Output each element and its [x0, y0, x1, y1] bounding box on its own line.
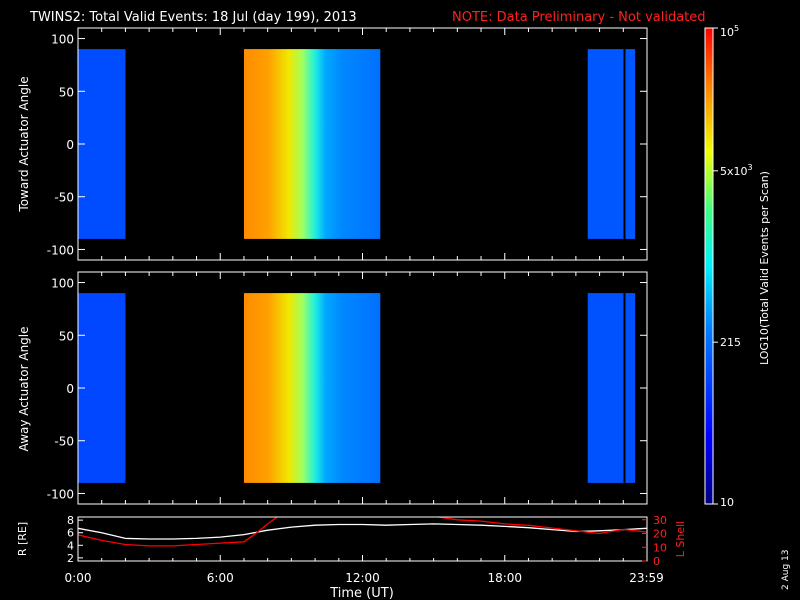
lshell-line — [438, 516, 648, 535]
colorbar-tick-label: 215 — [720, 336, 741, 349]
y-tick-label: 0 — [66, 138, 74, 152]
y-tick-label: -50 — [54, 435, 74, 449]
y-tick-label: -100 — [47, 487, 74, 501]
right-tick-label: 30 — [653, 514, 667, 527]
right-tick-label: 0 — [653, 555, 660, 568]
toward-ylabel: Toward Actuator Angle — [17, 76, 31, 212]
y-tick-label: 50 — [59, 329, 74, 343]
colorbar-label: LOG10(Total Valid Events per Scan) — [758, 171, 771, 365]
away-ylabel: Away Actuator Angle — [17, 326, 31, 451]
left-tick-label: 6 — [67, 527, 74, 540]
x-tick-label: 18:00 — [487, 571, 522, 585]
away-x-ticks — [77, 272, 648, 504]
radius-line — [77, 523, 648, 540]
colorbar-tick-exponent: 3 — [748, 163, 753, 172]
colorbar-tick-label: 105 — [720, 24, 739, 39]
toward-y-ticks: 100 50 0 -50 -100 — [47, 33, 647, 257]
y-tick-label: -50 — [54, 191, 74, 205]
colorbar: 105 5x103 215 10 LOG10(Total Valid Events p… — [704, 24, 771, 509]
coverage-block — [587, 49, 636, 239]
x-tick-label: 12:00 — [345, 571, 380, 585]
colorbar-tick-label: 5x103 — [720, 163, 753, 178]
orbit-x-ticks: 0:00 6:00 12:00 18:00 23:59 — [65, 555, 664, 585]
coverage-block — [243, 293, 381, 483]
away-heatmap-data — [78, 293, 636, 483]
coverage-block — [78, 293, 126, 483]
coverage-block — [587, 293, 636, 483]
coverage-block — [243, 49, 381, 239]
y-tick-label: 100 — [51, 277, 74, 291]
y-tick-label: 100 — [51, 33, 74, 47]
away-panel: 100 50 0 -50 -100 Away Actuator Angle — [17, 271, 648, 505]
colorbar-tick-label: 10 — [720, 496, 734, 509]
orbit-ylabel-left: R [RE] — [16, 522, 29, 556]
x-tick-label: 0:00 — [65, 571, 92, 585]
chart-title: TWINS2: Total Valid Events: 18 Jul (day … — [29, 10, 357, 25]
y-tick-label: 50 — [59, 85, 74, 99]
orbit-ylabel-right: L Shell — [674, 521, 687, 557]
lshell-line — [77, 516, 278, 547]
data-note: NOTE: Data Preliminary - Not validated — [452, 10, 706, 25]
away-y-ticks: 100 50 0 -50 -100 — [47, 277, 647, 501]
colorbar-ticks: 105 5x103 215 10 — [713, 24, 753, 509]
left-tick-label: 4 — [67, 539, 74, 552]
right-tick-label: 20 — [653, 528, 667, 541]
right-tick-label: 10 — [653, 541, 667, 554]
left-tick-label: 8 — [67, 514, 74, 527]
coverage-block — [78, 49, 126, 239]
footer-date: 2 Aug 13 — [781, 550, 791, 590]
orbit-xlabel: Time (UT) — [329, 586, 394, 600]
x-tick-label: 6:00 — [207, 571, 234, 585]
x-tick-label: 23:59 — [629, 571, 664, 585]
colorbar-gradient — [704, 27, 714, 505]
orbit-lines — [77, 516, 648, 547]
toward-panel: 100 50 0 -50 -100 Toward Actuator Angle — [17, 27, 648, 261]
colorbar-tick-exponent: 5 — [734, 24, 739, 33]
y-tick-label: 0 — [66, 382, 74, 396]
toward-x-ticks — [77, 28, 648, 260]
y-tick-label: -100 — [47, 243, 74, 257]
toward-heatmap-data — [78, 49, 636, 239]
left-tick-label: 2 — [67, 552, 74, 565]
